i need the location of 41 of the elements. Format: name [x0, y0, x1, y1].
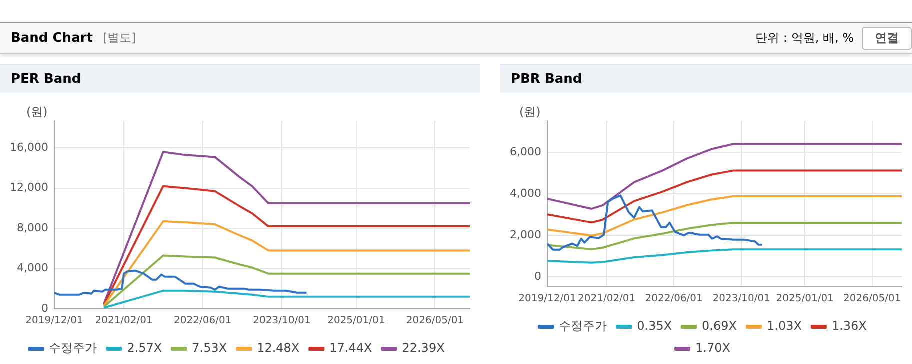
- x-tick-label: 2025/01/01: [776, 294, 834, 305]
- x-tick-label: 2023/10/01: [253, 316, 311, 327]
- text: [별도]: [102, 30, 136, 46]
- y-axis-title: (원): [26, 105, 48, 120]
- y-tick-label: 0: [534, 270, 542, 283]
- x-tick-label: 2021/02/01: [95, 316, 153, 327]
- legend-label: 1.70X: [696, 341, 730, 356]
- x-tick-label: 2026/05/01: [844, 294, 902, 305]
- legend-label: 7.53X: [192, 341, 228, 356]
- chart-title: PER Band: [0, 64, 480, 93]
- y-tick-label: 0: [41, 302, 48, 315]
- legend-label: 수정주가: [49, 341, 98, 356]
- y-axis-title: (원): [519, 105, 541, 120]
- legend-label: 수정주가: [559, 319, 608, 334]
- y-tick-label: 2,000: [510, 228, 542, 242]
- x-tick-label: 2022/06/01: [174, 316, 232, 327]
- x-tick-label: 2022/06/01: [645, 294, 703, 305]
- x-tick-label: 2023/10/01: [712, 294, 770, 305]
- y-tick-label: 6,000: [510, 145, 542, 158]
- y-tick-label: 16,000: [10, 141, 48, 154]
- x-tick-label: 2026/05/01: [406, 316, 464, 327]
- legend-label: 2.57X: [127, 341, 162, 356]
- y-tick-label: 4,000: [510, 186, 542, 200]
- legend-label: 0.35X: [637, 319, 672, 334]
- y-tick-label: 12,000: [10, 181, 48, 194]
- y-tick-label: 8,000: [16, 221, 48, 234]
- text: Band Chart: [11, 30, 93, 46]
- x-tick-label: 2025/01/01: [328, 316, 386, 327]
- legend-label: 17.44X: [330, 341, 372, 356]
- legend-label: 1.03X: [767, 319, 802, 334]
- chart-title: PBR Band: [500, 64, 912, 93]
- legend-label: 12.48X: [257, 341, 300, 356]
- x-tick-label: 2021/02/01: [578, 294, 636, 305]
- legend-label: 22.39X: [402, 341, 445, 356]
- y-tick-label: 4,000: [16, 262, 48, 275]
- text: 단위 : 억원, 배, %: [756, 30, 854, 46]
- x-tick-label: 2019/12/01: [518, 294, 576, 305]
- legend-label: 0.69X: [702, 319, 738, 334]
- text: 연결: [862, 26, 912, 50]
- x-tick-label: 2019/12/01: [26, 316, 84, 327]
- legend-label: 1.36X: [832, 319, 867, 334]
